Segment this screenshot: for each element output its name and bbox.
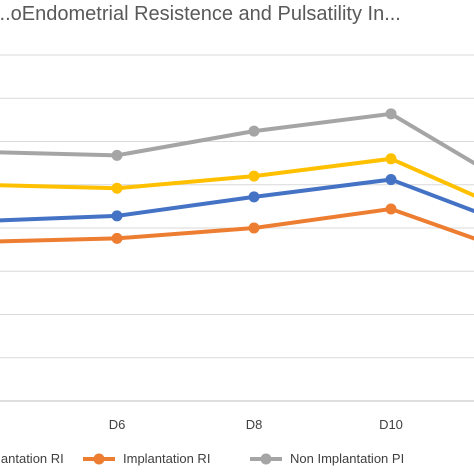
legend-entry: Non Implantation PI <box>250 451 404 466</box>
legend-label: lantation RI <box>0 451 64 466</box>
legend: lantation RI Implantation RI Non Implantat… <box>0 451 404 466</box>
data-point <box>111 210 123 222</box>
series-lantation-ri <box>0 174 474 223</box>
legend-label: Non Implantation PI <box>290 451 404 466</box>
data-point <box>111 149 123 161</box>
data-point <box>385 108 397 120</box>
chart-title: ...oEndometrial Resistence and Pulsatili… <box>0 3 401 25</box>
legend-label: Implantation RI <box>123 451 210 466</box>
data-point <box>111 232 123 244</box>
series-non-implantation-pi <box>0 108 474 166</box>
legend-entry: lantation RI <box>0 451 64 466</box>
data-point <box>248 191 260 203</box>
series-line <box>0 156 474 198</box>
series-implantation-pi <box>0 153 474 198</box>
x-tick-label: D10 <box>379 417 403 432</box>
data-point <box>248 170 260 182</box>
series-lines <box>0 108 474 244</box>
data-point <box>385 203 397 215</box>
data-point <box>248 125 260 137</box>
legend-entry: Implantation RI <box>83 451 210 466</box>
series-implantation-ri <box>0 203 474 244</box>
legend-swatch-marker <box>260 453 272 465</box>
legend-swatch-marker <box>93 453 105 465</box>
x-tick-label: D8 <box>246 417 263 432</box>
data-point <box>248 222 260 234</box>
data-point <box>111 182 123 194</box>
x-axis-labels: D6D8D10Trigge <box>109 417 403 432</box>
data-point <box>385 153 397 165</box>
data-point <box>385 174 397 186</box>
x-tick-label: D6 <box>109 417 126 432</box>
